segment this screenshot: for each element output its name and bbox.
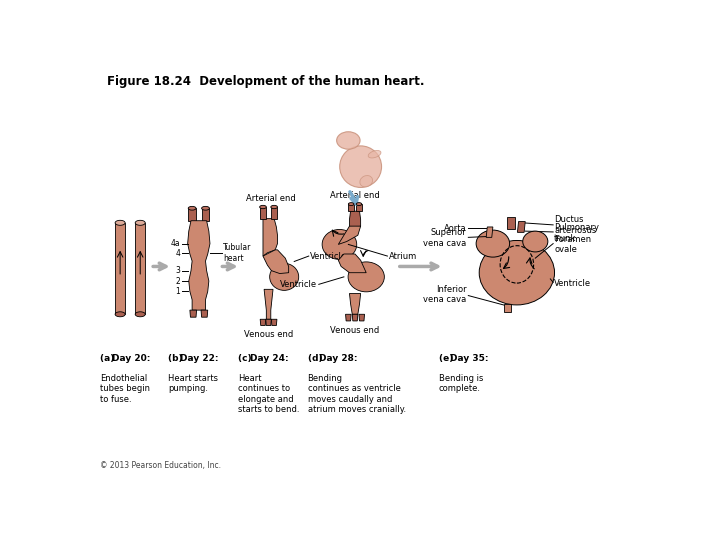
Polygon shape [263, 250, 289, 274]
Text: (c): (c) [238, 354, 255, 363]
Text: Venous end: Venous end [244, 329, 293, 339]
Text: Day 28:: Day 28: [320, 354, 358, 363]
Ellipse shape [260, 205, 266, 208]
Text: © 2013 Pearson Education, Inc.: © 2013 Pearson Education, Inc. [100, 461, 221, 470]
Text: 4a: 4a [171, 239, 181, 248]
Polygon shape [188, 221, 210, 310]
Text: Arterial end: Arterial end [330, 191, 380, 200]
Text: 4: 4 [176, 248, 181, 258]
Text: Bending
continues as ventricle
moves caudally and
atrium moves cranially.: Bending continues as ventricle moves cau… [307, 374, 406, 414]
Text: (b): (b) [168, 354, 186, 363]
Polygon shape [264, 289, 273, 319]
Text: Day 20:: Day 20: [112, 354, 150, 363]
Ellipse shape [115, 220, 125, 225]
Text: Ventricle: Ventricle [554, 279, 591, 288]
Text: Endothelial
tubes begin
to fuse.: Endothelial tubes begin to fuse. [100, 374, 150, 403]
Text: (d): (d) [307, 354, 325, 363]
Polygon shape [202, 208, 210, 221]
Ellipse shape [368, 151, 381, 158]
Ellipse shape [340, 146, 382, 187]
Polygon shape [338, 254, 366, 273]
Ellipse shape [188, 206, 196, 210]
Polygon shape [518, 221, 526, 232]
Ellipse shape [135, 220, 145, 225]
Polygon shape [504, 304, 510, 312]
Ellipse shape [271, 205, 277, 208]
Text: Ventricle: Ventricle [280, 280, 317, 289]
Polygon shape [263, 219, 277, 256]
Ellipse shape [135, 312, 145, 317]
Text: Venous end: Venous end [330, 326, 379, 334]
Text: Tubular
heart: Tubular heart [223, 244, 252, 263]
Polygon shape [348, 204, 354, 211]
Polygon shape [349, 294, 361, 314]
Text: Bending is
complete.: Bending is complete. [438, 374, 483, 393]
Text: Heart
continues to
elongate and
starts to bend.: Heart continues to elongate and starts t… [238, 374, 300, 414]
Ellipse shape [202, 206, 210, 210]
Polygon shape [266, 319, 271, 326]
Polygon shape [338, 226, 361, 245]
Text: Superior
vena cava: Superior vena cava [423, 228, 467, 248]
Ellipse shape [337, 132, 360, 149]
Text: Day 22:: Day 22: [180, 354, 218, 363]
Ellipse shape [115, 312, 125, 317]
Ellipse shape [322, 230, 356, 259]
Polygon shape [352, 314, 358, 321]
Ellipse shape [348, 202, 354, 206]
Text: 2: 2 [176, 276, 181, 286]
Text: Arterial end: Arterial end [246, 194, 296, 203]
Polygon shape [115, 223, 125, 314]
Polygon shape [508, 218, 516, 229]
Text: Figure 18.24  Development of the human heart.: Figure 18.24 Development of the human he… [107, 75, 424, 88]
Polygon shape [190, 310, 197, 317]
Ellipse shape [523, 231, 548, 252]
Text: (a): (a) [100, 354, 117, 363]
Polygon shape [359, 314, 364, 321]
Polygon shape [188, 208, 196, 221]
Text: 3: 3 [176, 266, 181, 275]
Text: Heart starts
pumping.: Heart starts pumping. [168, 374, 218, 393]
Polygon shape [260, 207, 266, 219]
Ellipse shape [270, 264, 299, 291]
Polygon shape [271, 319, 277, 326]
Text: Day 24:: Day 24: [250, 354, 288, 363]
Polygon shape [356, 204, 361, 211]
Polygon shape [271, 207, 277, 219]
Polygon shape [260, 319, 266, 326]
Text: Aorta: Aorta [444, 224, 467, 233]
Text: 1: 1 [176, 287, 181, 296]
Polygon shape [486, 227, 493, 238]
Ellipse shape [476, 230, 510, 257]
Text: Foramen
ovale: Foramen ovale [554, 235, 591, 254]
Polygon shape [349, 211, 361, 228]
Text: Atrium: Atrium [389, 252, 417, 261]
Ellipse shape [348, 262, 384, 292]
Polygon shape [201, 310, 208, 317]
Text: Pulmonary
trunk: Pulmonary trunk [554, 224, 599, 243]
Text: Ductus
arteriosus: Ductus arteriosus [554, 215, 596, 234]
Polygon shape [346, 314, 351, 321]
Text: Inferior
vena cava: Inferior vena cava [423, 285, 467, 305]
Text: Day 35:: Day 35: [451, 354, 489, 363]
Text: Ventricle: Ventricle [310, 252, 347, 261]
Ellipse shape [356, 202, 361, 206]
Polygon shape [135, 223, 145, 314]
Ellipse shape [480, 240, 554, 305]
Text: (e): (e) [438, 354, 456, 363]
Ellipse shape [360, 176, 372, 187]
